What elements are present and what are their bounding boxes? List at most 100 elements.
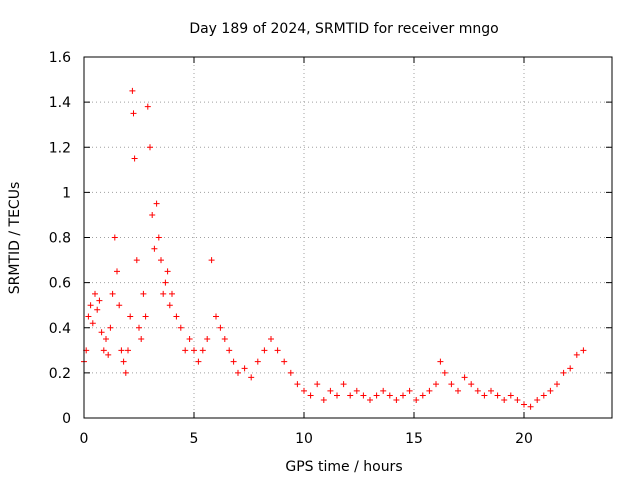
data-point — [560, 369, 567, 376]
data-point — [494, 392, 501, 399]
data-point — [120, 358, 127, 365]
data-point — [98, 329, 105, 336]
axis-tick-labels: 0 0.2 0.4 0.6 0.8 1 1.2 1.4 1.6 0 5 10 15 20 — [49, 50, 533, 447]
data-point — [177, 324, 184, 331]
data-point — [131, 155, 138, 162]
data-point — [514, 396, 521, 403]
data-point — [92, 290, 98, 297]
y-tick-label: 0.2 — [49, 366, 71, 382]
data-point — [534, 396, 541, 403]
data-point — [373, 392, 380, 399]
data-point — [221, 336, 228, 343]
data-point — [527, 403, 534, 410]
data-point — [85, 313, 92, 320]
data-point — [230, 358, 237, 365]
data-point — [455, 387, 461, 394]
data-point — [213, 313, 219, 320]
data-point — [208, 257, 215, 264]
data-point — [199, 347, 206, 354]
data-point — [114, 268, 120, 275]
data-point — [164, 268, 171, 275]
data-point — [133, 257, 140, 264]
data-point — [140, 290, 147, 297]
data-point — [125, 347, 131, 354]
data-point — [107, 324, 114, 331]
x-axis-label: GPS time / hours — [285, 459, 402, 475]
data-point — [130, 110, 137, 117]
data-point — [281, 358, 288, 365]
data-point — [433, 381, 439, 388]
data-point — [173, 313, 180, 320]
x-tick-label: 0 — [80, 431, 89, 447]
y-tick-label: 0.6 — [49, 276, 71, 292]
data-point — [507, 392, 514, 399]
data-point — [274, 347, 281, 354]
y-tick-label: 1.6 — [49, 50, 71, 66]
data-point — [540, 392, 547, 399]
data-point — [155, 234, 162, 241]
data-point — [314, 381, 321, 388]
data-point — [144, 103, 151, 110]
data-point — [367, 396, 373, 403]
y-tick-label: 0.8 — [49, 231, 71, 247]
x-tick-label: 5 — [190, 431, 199, 447]
data-point — [360, 392, 367, 399]
y-tick-label: 0.4 — [49, 321, 71, 337]
data-point — [103, 336, 109, 343]
data-point — [481, 392, 488, 399]
y-tick-label: 0 — [62, 411, 71, 427]
data-point — [488, 387, 494, 394]
data-point — [241, 365, 248, 372]
data-point — [87, 302, 94, 309]
data-point — [393, 396, 400, 403]
data-point — [89, 320, 96, 327]
data-point — [147, 144, 153, 151]
x-tick-label: 15 — [405, 431, 423, 447]
data-point — [307, 392, 314, 399]
data-point — [320, 396, 327, 403]
data-point — [226, 347, 233, 354]
data-point — [94, 306, 101, 313]
data-point — [118, 347, 125, 354]
data-point — [521, 401, 527, 408]
data-point — [554, 381, 560, 388]
grid-lines — [84, 57, 612, 418]
data-point — [136, 324, 142, 331]
y-tick-label: 1.4 — [49, 95, 71, 111]
data-point — [327, 387, 334, 394]
data-point — [406, 387, 413, 394]
data-point — [96, 297, 103, 304]
data-point — [468, 381, 475, 388]
data-point — [195, 358, 202, 365]
data-point — [160, 290, 167, 297]
data-point — [287, 369, 294, 376]
data-points — [81, 87, 587, 410]
data-point — [111, 234, 118, 241]
data-point — [158, 257, 164, 264]
data-point — [353, 387, 360, 394]
data-point — [294, 381, 301, 388]
data-point — [334, 392, 340, 399]
data-point — [169, 290, 175, 297]
data-point — [100, 347, 107, 354]
data-point — [400, 392, 406, 399]
x-tick-label: 20 — [515, 431, 533, 447]
data-point — [441, 369, 448, 376]
y-tick-label: 1 — [62, 185, 71, 201]
data-point — [217, 324, 224, 331]
data-point — [105, 351, 112, 358]
data-point — [138, 336, 145, 343]
data-point — [235, 369, 241, 376]
data-point — [340, 381, 347, 388]
data-point — [254, 358, 261, 365]
data-point — [151, 245, 158, 252]
data-point — [204, 336, 211, 343]
data-point — [186, 336, 193, 343]
data-point — [129, 87, 136, 94]
data-point — [567, 365, 574, 372]
data-point — [191, 347, 197, 354]
data-point — [547, 387, 554, 394]
data-point — [386, 392, 393, 399]
